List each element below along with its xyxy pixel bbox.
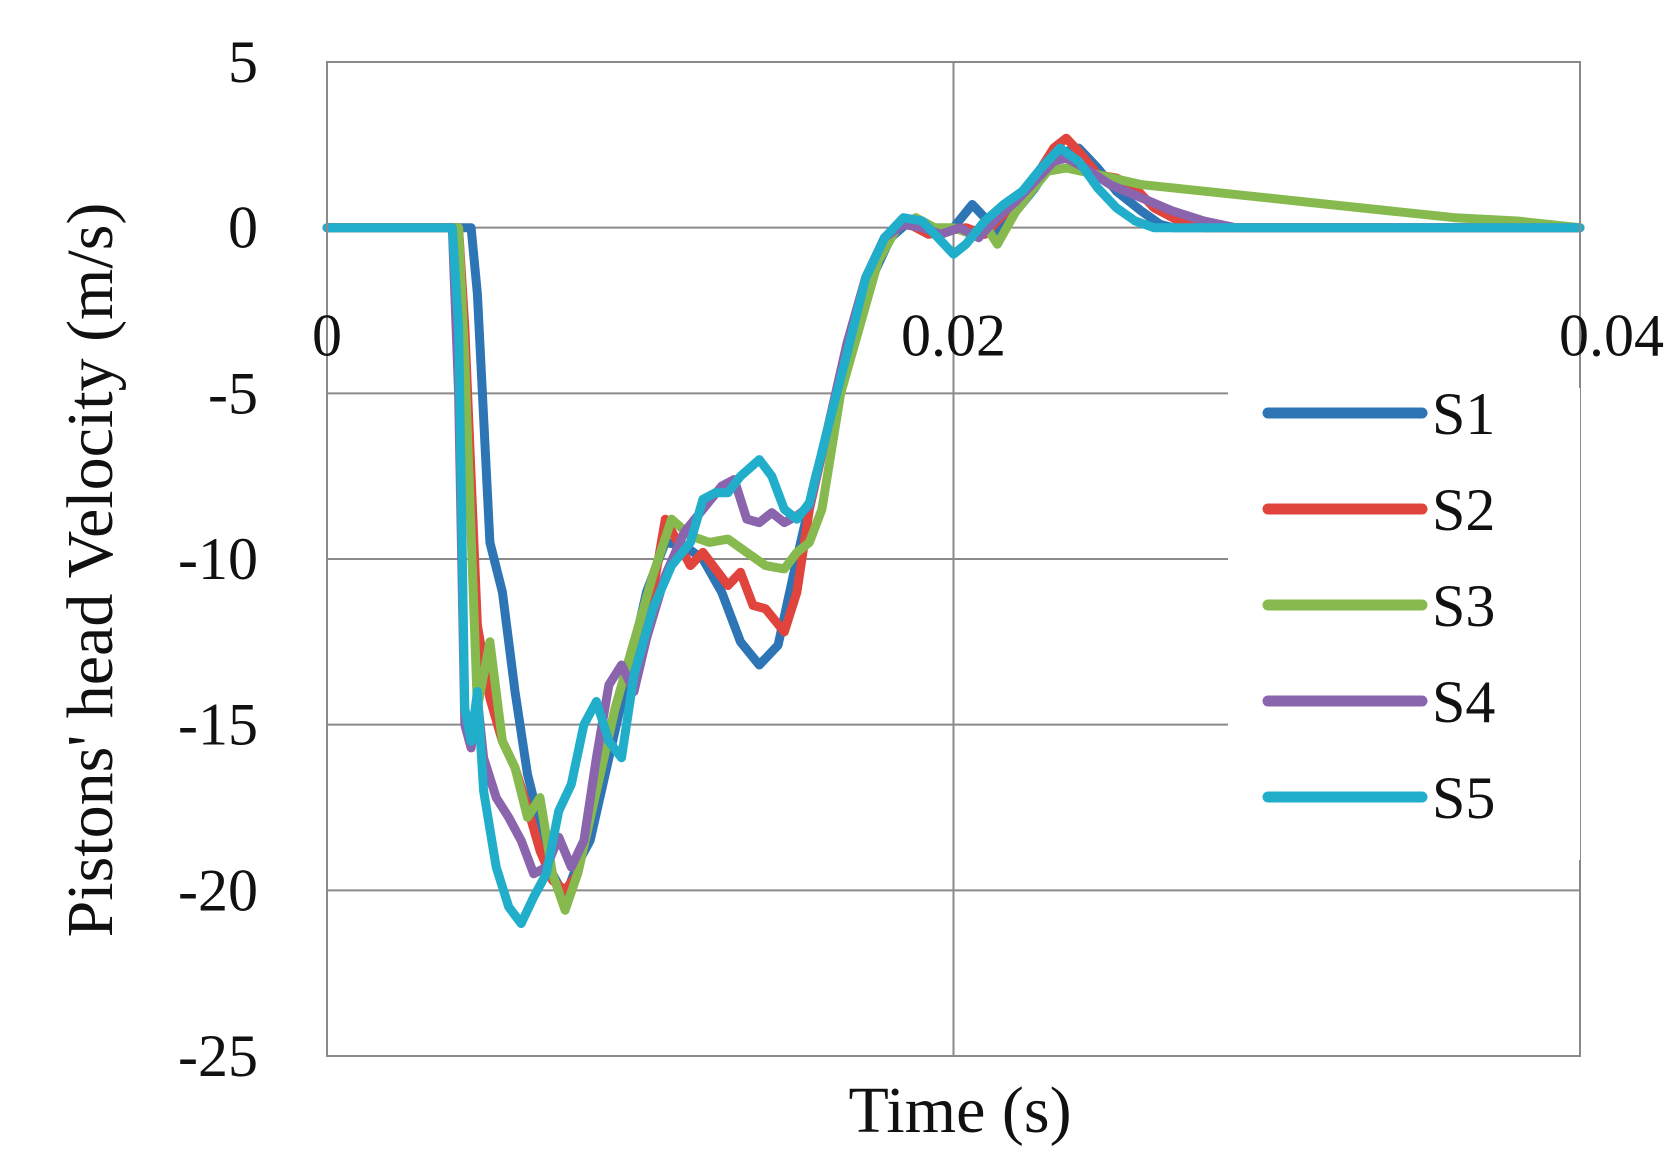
legend-label-s2: S2 bbox=[1432, 477, 1495, 543]
y-tick-label: -25 bbox=[178, 1023, 258, 1089]
y-tick-label: -20 bbox=[178, 857, 258, 923]
series-line-s4 bbox=[322, 153, 1585, 879]
x-tick-label: 0 bbox=[312, 303, 342, 369]
y-tick-label: -10 bbox=[178, 526, 258, 592]
y-tick-label: -5 bbox=[208, 360, 258, 426]
y-axis-ticks: 5 0 -5 -10 -15 -20 -25 bbox=[178, 29, 258, 1089]
legend-label-s4: S4 bbox=[1432, 669, 1495, 735]
series-line-s5 bbox=[322, 143, 1585, 928]
x-tick-label: 0.04 bbox=[1559, 303, 1664, 369]
legend-label-s5: S5 bbox=[1432, 765, 1495, 831]
x-axis-title: Time (s) bbox=[848, 1074, 1071, 1147]
legend: S1 S2 S3 S4 S5 bbox=[1228, 381, 1580, 860]
x-tick-label: 0.02 bbox=[901, 303, 1006, 369]
series-line-s2 bbox=[322, 133, 1585, 895]
y-axis-title: Pistons' head Velocity (m/s) bbox=[54, 203, 127, 938]
x-axis-ticks: 0 0.02 0.04 bbox=[312, 303, 1664, 369]
legend-label-s1: S1 bbox=[1432, 381, 1495, 447]
series-lines bbox=[322, 133, 1585, 928]
y-tick-label: -15 bbox=[178, 692, 258, 758]
legend-background bbox=[1228, 388, 1580, 860]
y-tick-label: 0 bbox=[228, 195, 258, 261]
legend-label-s3: S3 bbox=[1432, 573, 1495, 639]
y-tick-label: 5 bbox=[228, 29, 258, 95]
